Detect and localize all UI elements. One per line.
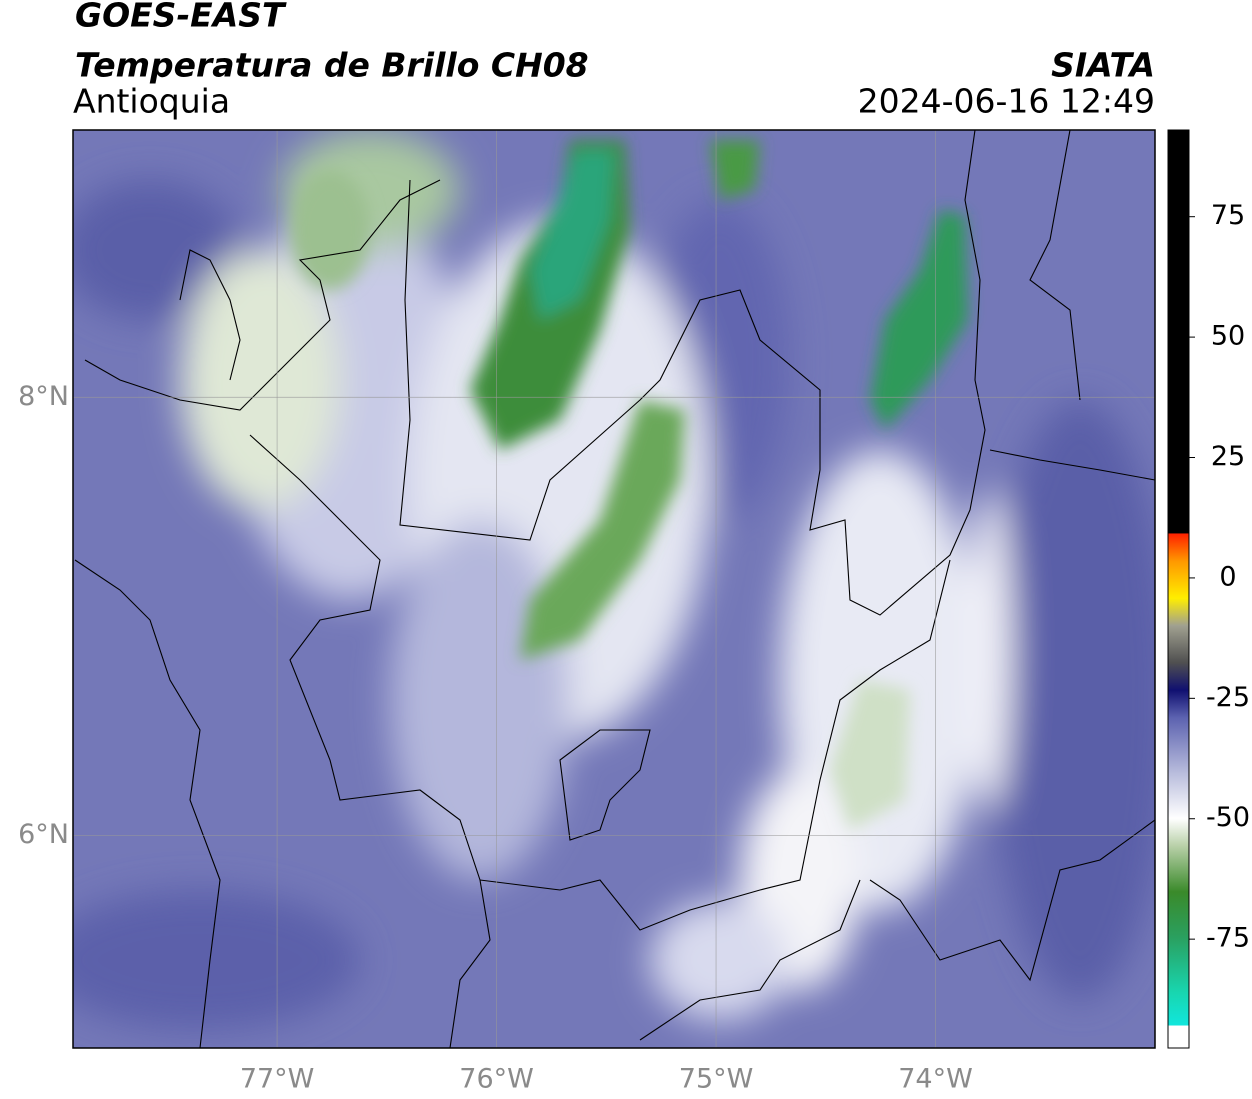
colorbar-tick-label: 25 <box>1211 441 1245 472</box>
x-tick-label: 74°W <box>898 1064 973 1095</box>
title: GOES-EAST <box>75 0 287 35</box>
colorbar <box>1167 129 1190 1049</box>
colorbar-tick-label: -75 <box>1206 923 1250 954</box>
x-tick-label: 75°W <box>679 1064 754 1095</box>
map-image <box>73 130 1155 1048</box>
x-tick-label: 77°W <box>240 1064 315 1095</box>
colorbar-tick-label: -25 <box>1206 682 1250 713</box>
y-tick-label: 6°N <box>18 819 69 850</box>
region: Antioquia <box>73 82 230 121</box>
source: SIATA <box>1051 46 1155 85</box>
y-tick-label: 8°N <box>18 381 69 412</box>
x-tick-label: 76°W <box>459 1064 534 1095</box>
colorbar-tick-label: 50 <box>1211 321 1245 352</box>
datetime: 2024-06-16 12:49 <box>858 82 1155 121</box>
colorbar-tick-label: 0 <box>1219 561 1236 592</box>
subtitle: Temperatura de Brillo CH08 <box>75 46 589 85</box>
borders <box>74 130 1155 1048</box>
grid: 77°W 76°W 75°W 74°W 6°N 8°N <box>18 130 1155 1095</box>
colorbar-tick-label: -50 <box>1206 802 1250 833</box>
map-frame <box>72 129 1156 1049</box>
colorbar-ticks: -75 -50 -25 0 25 50 75 <box>1189 200 1250 954</box>
colorbar-tick-label: 75 <box>1211 200 1245 231</box>
